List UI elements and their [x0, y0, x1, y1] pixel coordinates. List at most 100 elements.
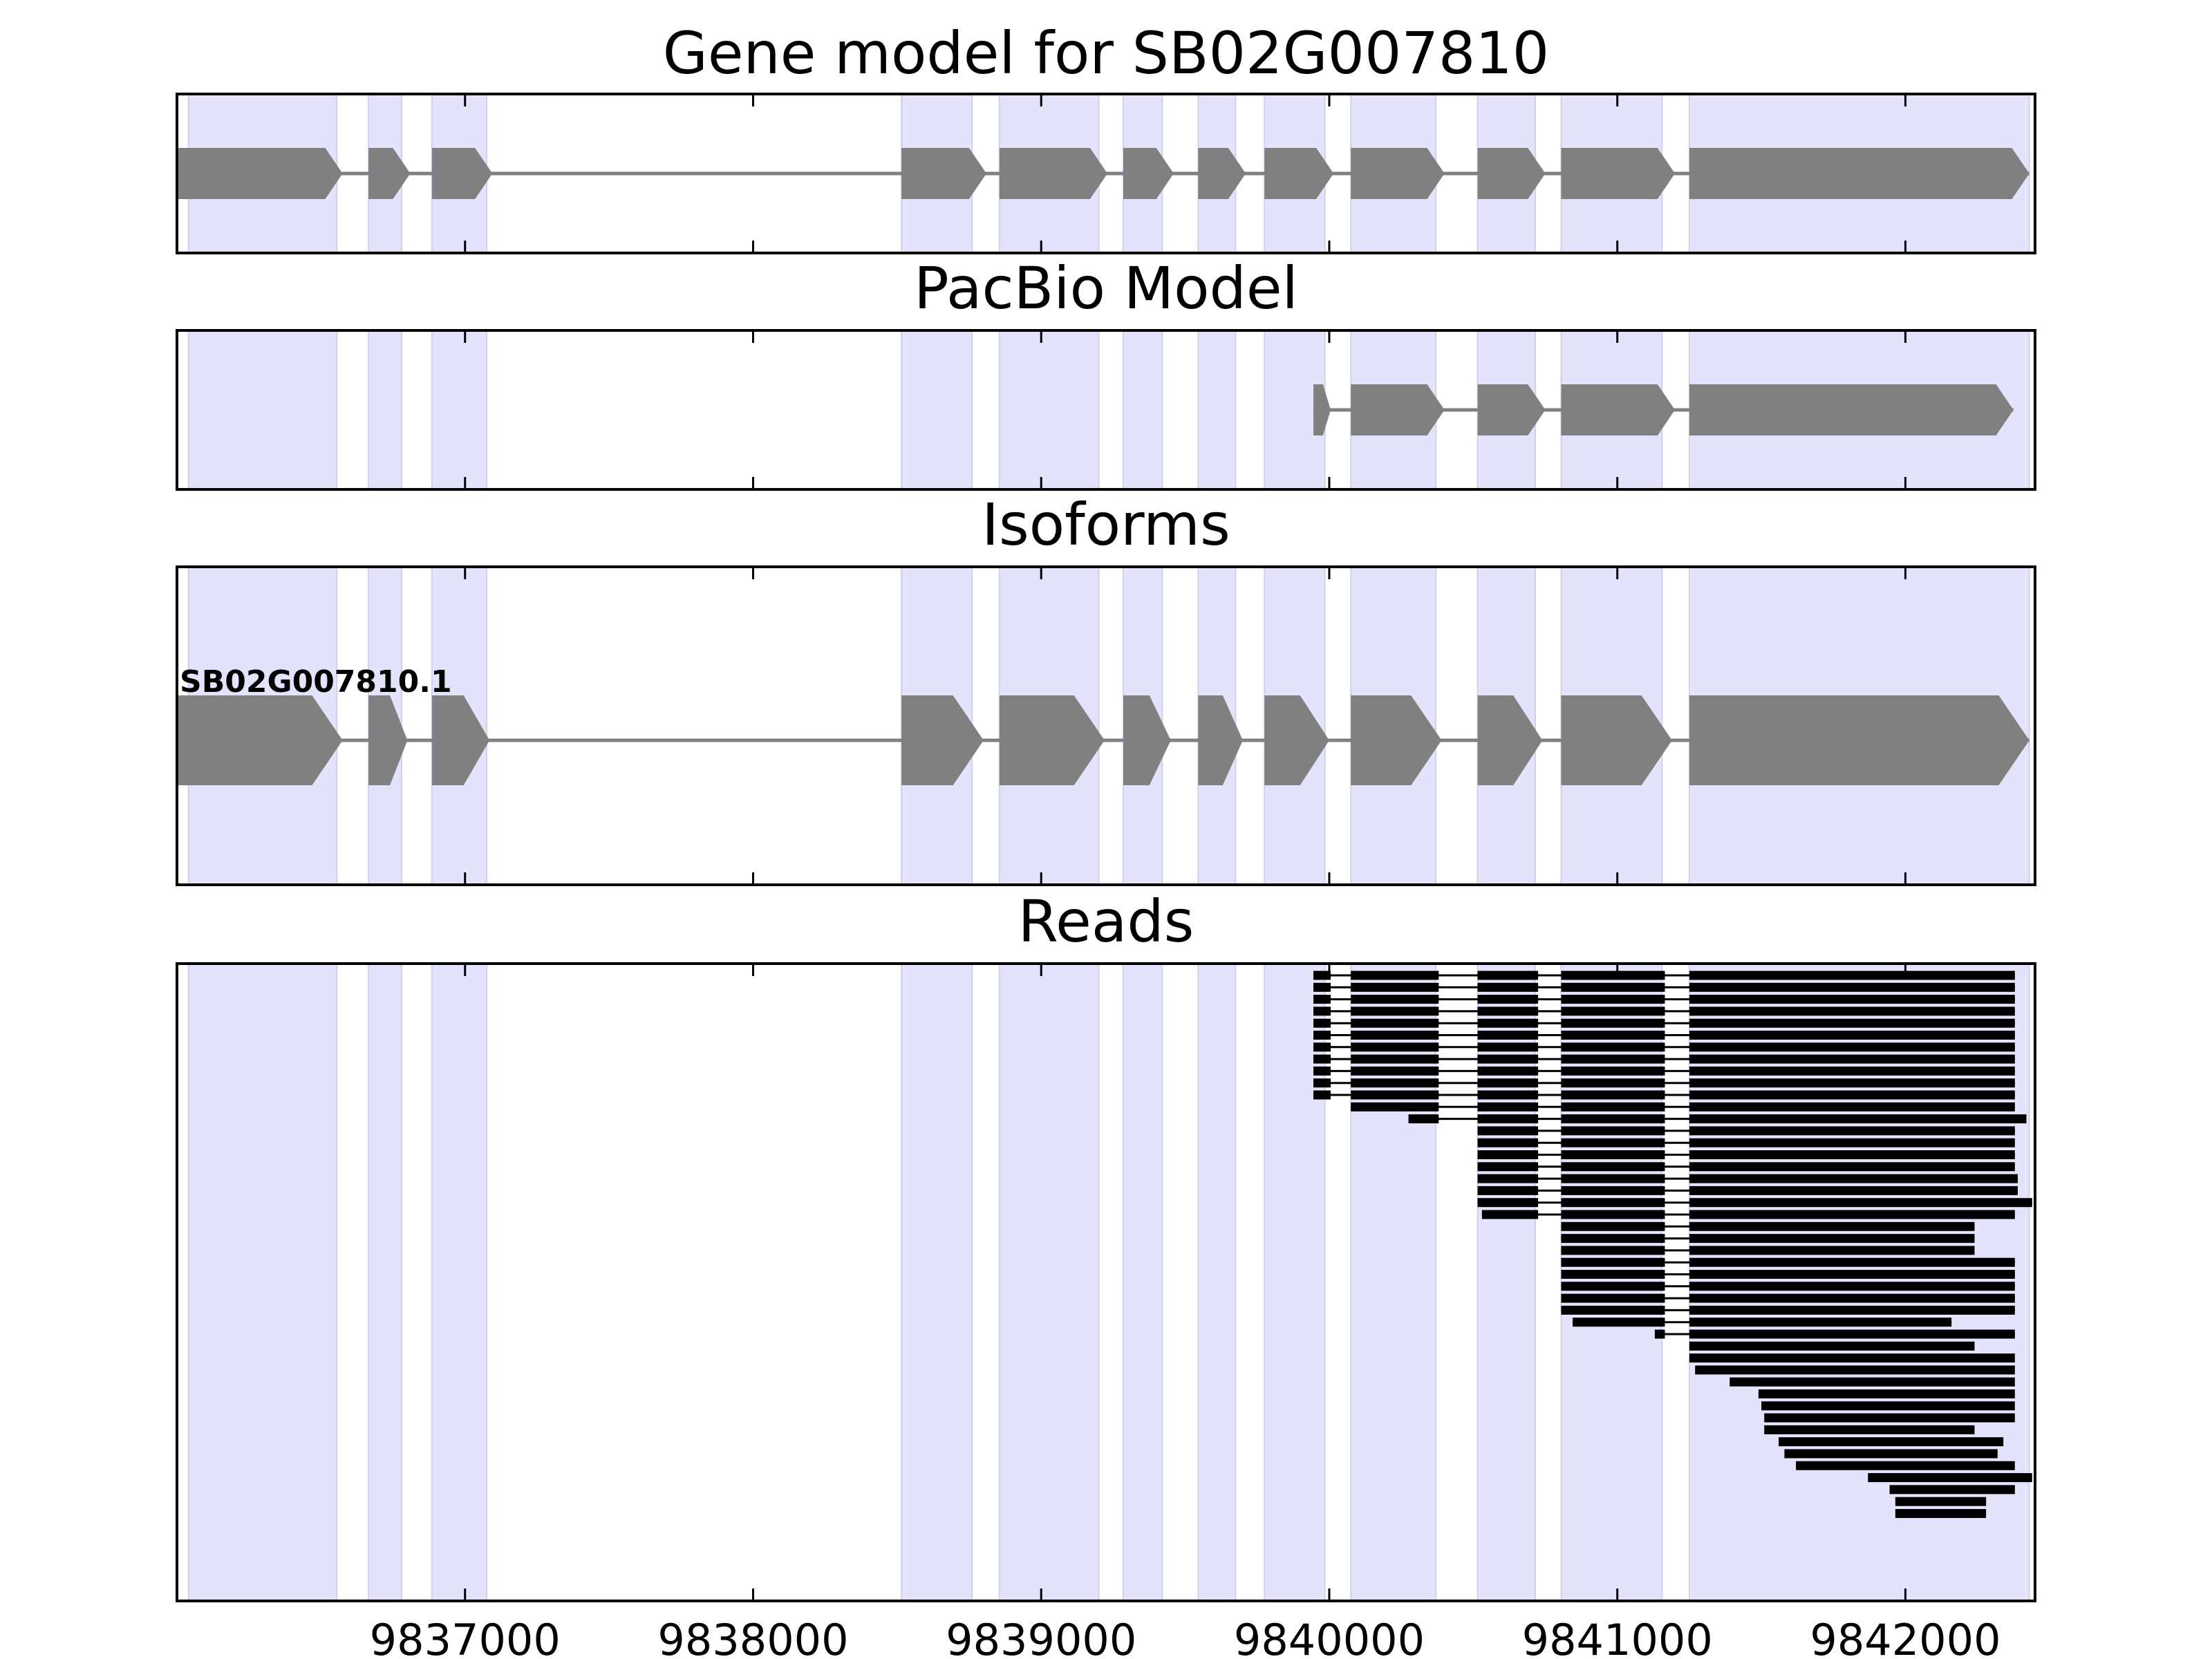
read-block	[1313, 982, 1331, 992]
exon-shade-region	[431, 963, 487, 1602]
read-block	[1481, 1210, 1539, 1219]
read-block	[1689, 1114, 2027, 1124]
read-block	[1689, 1257, 2015, 1267]
read-block	[1784, 1449, 1998, 1459]
read-block	[1561, 1246, 1665, 1255]
read-block	[1313, 1054, 1331, 1064]
panel-frame	[176, 962, 2036, 1602]
exon-shade-region	[901, 330, 973, 490]
read-block	[1689, 1329, 2015, 1339]
read-block	[1313, 1066, 1331, 1076]
read-block	[1695, 1365, 2015, 1375]
read-block	[1761, 1401, 2015, 1411]
exon-shade-region	[431, 330, 487, 490]
read-block	[1689, 1353, 2015, 1363]
exon-arrow	[1477, 384, 1546, 435]
read-block	[1689, 1006, 2015, 1016]
read-block	[1689, 1341, 1975, 1351]
read-block	[1689, 1221, 1975, 1231]
read-block	[1689, 1270, 2015, 1279]
x-tick-label: 9839000	[946, 1615, 1136, 1659]
exon-arrow	[1264, 695, 1329, 785]
read-block	[1477, 1018, 1539, 1028]
read-block	[1689, 1305, 2015, 1315]
read-block	[1561, 971, 1665, 980]
read-block	[1477, 1042, 1539, 1052]
read-block	[1477, 1054, 1539, 1064]
read-block	[1477, 1078, 1539, 1088]
read-block	[1561, 1270, 1665, 1279]
read-block	[1561, 982, 1665, 992]
exon-arrow	[999, 148, 1108, 199]
exon-shade-region	[998, 330, 1100, 490]
read-block	[1758, 1389, 2015, 1398]
read-block	[1573, 1318, 1665, 1327]
read-block	[1561, 1102, 1665, 1112]
isoforms-panel: SB02G007810.1	[176, 565, 2036, 886]
exon-arrow	[1351, 695, 1442, 785]
x-tick-label: 9837000	[370, 1615, 561, 1659]
read-block	[1689, 1174, 2018, 1183]
read-block	[1689, 1031, 2015, 1040]
read-block	[1764, 1413, 2015, 1423]
exon-shade-region	[1197, 330, 1237, 490]
exon-arrow	[1561, 695, 1672, 785]
exon-shade-region	[1197, 963, 1237, 1602]
reads-title: Reads	[1018, 888, 1194, 955]
read-block	[1561, 1162, 1665, 1172]
read-block	[1477, 1185, 1539, 1195]
exon-shade-region	[187, 963, 338, 1602]
read-block	[1351, 982, 1439, 992]
read-block	[1689, 1198, 2032, 1208]
read-block	[1477, 1006, 1539, 1016]
read-block	[1561, 1054, 1665, 1064]
pacbio-model-panel	[176, 329, 2036, 491]
read-block	[1561, 1090, 1665, 1100]
exon-arrow	[1313, 384, 1331, 435]
read-block	[1689, 1293, 2015, 1303]
read-block	[1561, 1293, 1665, 1303]
read-block	[1561, 995, 1665, 1004]
read-block	[1351, 1054, 1439, 1064]
read-block	[1477, 1138, 1539, 1147]
exon-arrow	[1123, 148, 1174, 199]
read-block	[1477, 995, 1539, 1004]
read-block	[1351, 1078, 1439, 1088]
read-block	[1313, 1078, 1331, 1088]
read-block	[1561, 1114, 1665, 1124]
read-block	[1561, 1210, 1665, 1219]
read-block	[1689, 1102, 2015, 1112]
read-block	[1313, 1090, 1331, 1100]
read-block	[1477, 1174, 1539, 1183]
exon-arrow	[1689, 695, 2030, 785]
read-block	[1313, 971, 1331, 980]
reads-panel	[176, 962, 2036, 1602]
exon-arrow	[1689, 384, 2014, 435]
exon-shade-region	[187, 330, 338, 490]
x-tick-label: 9842000	[1810, 1615, 2000, 1659]
read-block	[1561, 1042, 1665, 1052]
x-tick-label: 9840000	[1234, 1615, 1425, 1659]
read-block	[1561, 1078, 1665, 1088]
exon-shade-region	[368, 330, 403, 490]
read-block	[1561, 1066, 1665, 1076]
exon-arrow	[1198, 148, 1246, 199]
read-block	[1689, 1234, 1975, 1244]
read-block	[1868, 1473, 2032, 1483]
read-block	[1561, 1198, 1665, 1208]
read-block	[1764, 1425, 1975, 1434]
exon-arrow	[1561, 384, 1676, 435]
figure-title: Gene model for SB02G007810	[663, 19, 1549, 87]
read-block	[1689, 1066, 2015, 1076]
read-block	[1561, 1126, 1665, 1136]
read-block	[1561, 1257, 1665, 1267]
isoforms-title: Isoforms	[982, 491, 1230, 559]
read-block	[1689, 1078, 2015, 1088]
gene-model-panel	[176, 93, 2036, 254]
read-block	[1477, 982, 1539, 992]
exon-shade-region	[368, 963, 403, 1602]
read-block	[1408, 1114, 1439, 1124]
isoform-label: SB02G007810.1	[180, 664, 452, 700]
read-block	[1689, 1138, 2015, 1147]
read-block	[1689, 1162, 2015, 1172]
